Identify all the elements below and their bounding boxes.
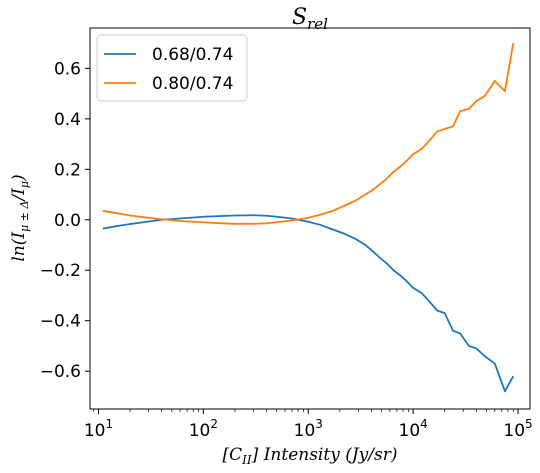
chart-title: Srel [292, 5, 328, 33]
y-tick-label: 0.4 [54, 110, 81, 130]
y-tick-label: 0.0 [54, 211, 81, 231]
y-tick-label: −0.2 [40, 261, 81, 281]
x-tick-label: 105 [503, 417, 532, 441]
x-tick-label: 104 [399, 417, 428, 441]
y-axis: −0.6 −0.4 −0.2 0.0 0.2 0.4 0.6 [40, 59, 90, 382]
y-tick-label: −0.6 [40, 362, 81, 382]
legend-label-series-2: 0.80/0.74 [152, 74, 233, 94]
y-axis-label: ln(Iμ ± Δ/Iμ) [9, 174, 31, 261]
x-axis: 101 102 103 104 105 [84, 409, 533, 441]
legend: 0.68/0.74 0.80/0.74 [96, 34, 248, 102]
x-axis-label: [CII] Intensity (Jy/sr) [223, 445, 398, 467]
series-line-2 [102, 42, 515, 225]
x-tick-label: 102 [189, 417, 218, 441]
y-tick-label: 0.2 [54, 160, 81, 180]
y-tick-label: 0.6 [54, 59, 81, 79]
series-layer [102, 42, 515, 393]
y-tick-label: −0.4 [40, 312, 81, 332]
series-line-1 [102, 214, 515, 393]
plot-frame [89, 27, 531, 410]
legend-label-series-1: 0.68/0.74 [152, 45, 233, 65]
x-tick-label: 101 [84, 417, 113, 441]
legend-box [96, 34, 248, 102]
x-tick-label: 103 [294, 417, 323, 441]
